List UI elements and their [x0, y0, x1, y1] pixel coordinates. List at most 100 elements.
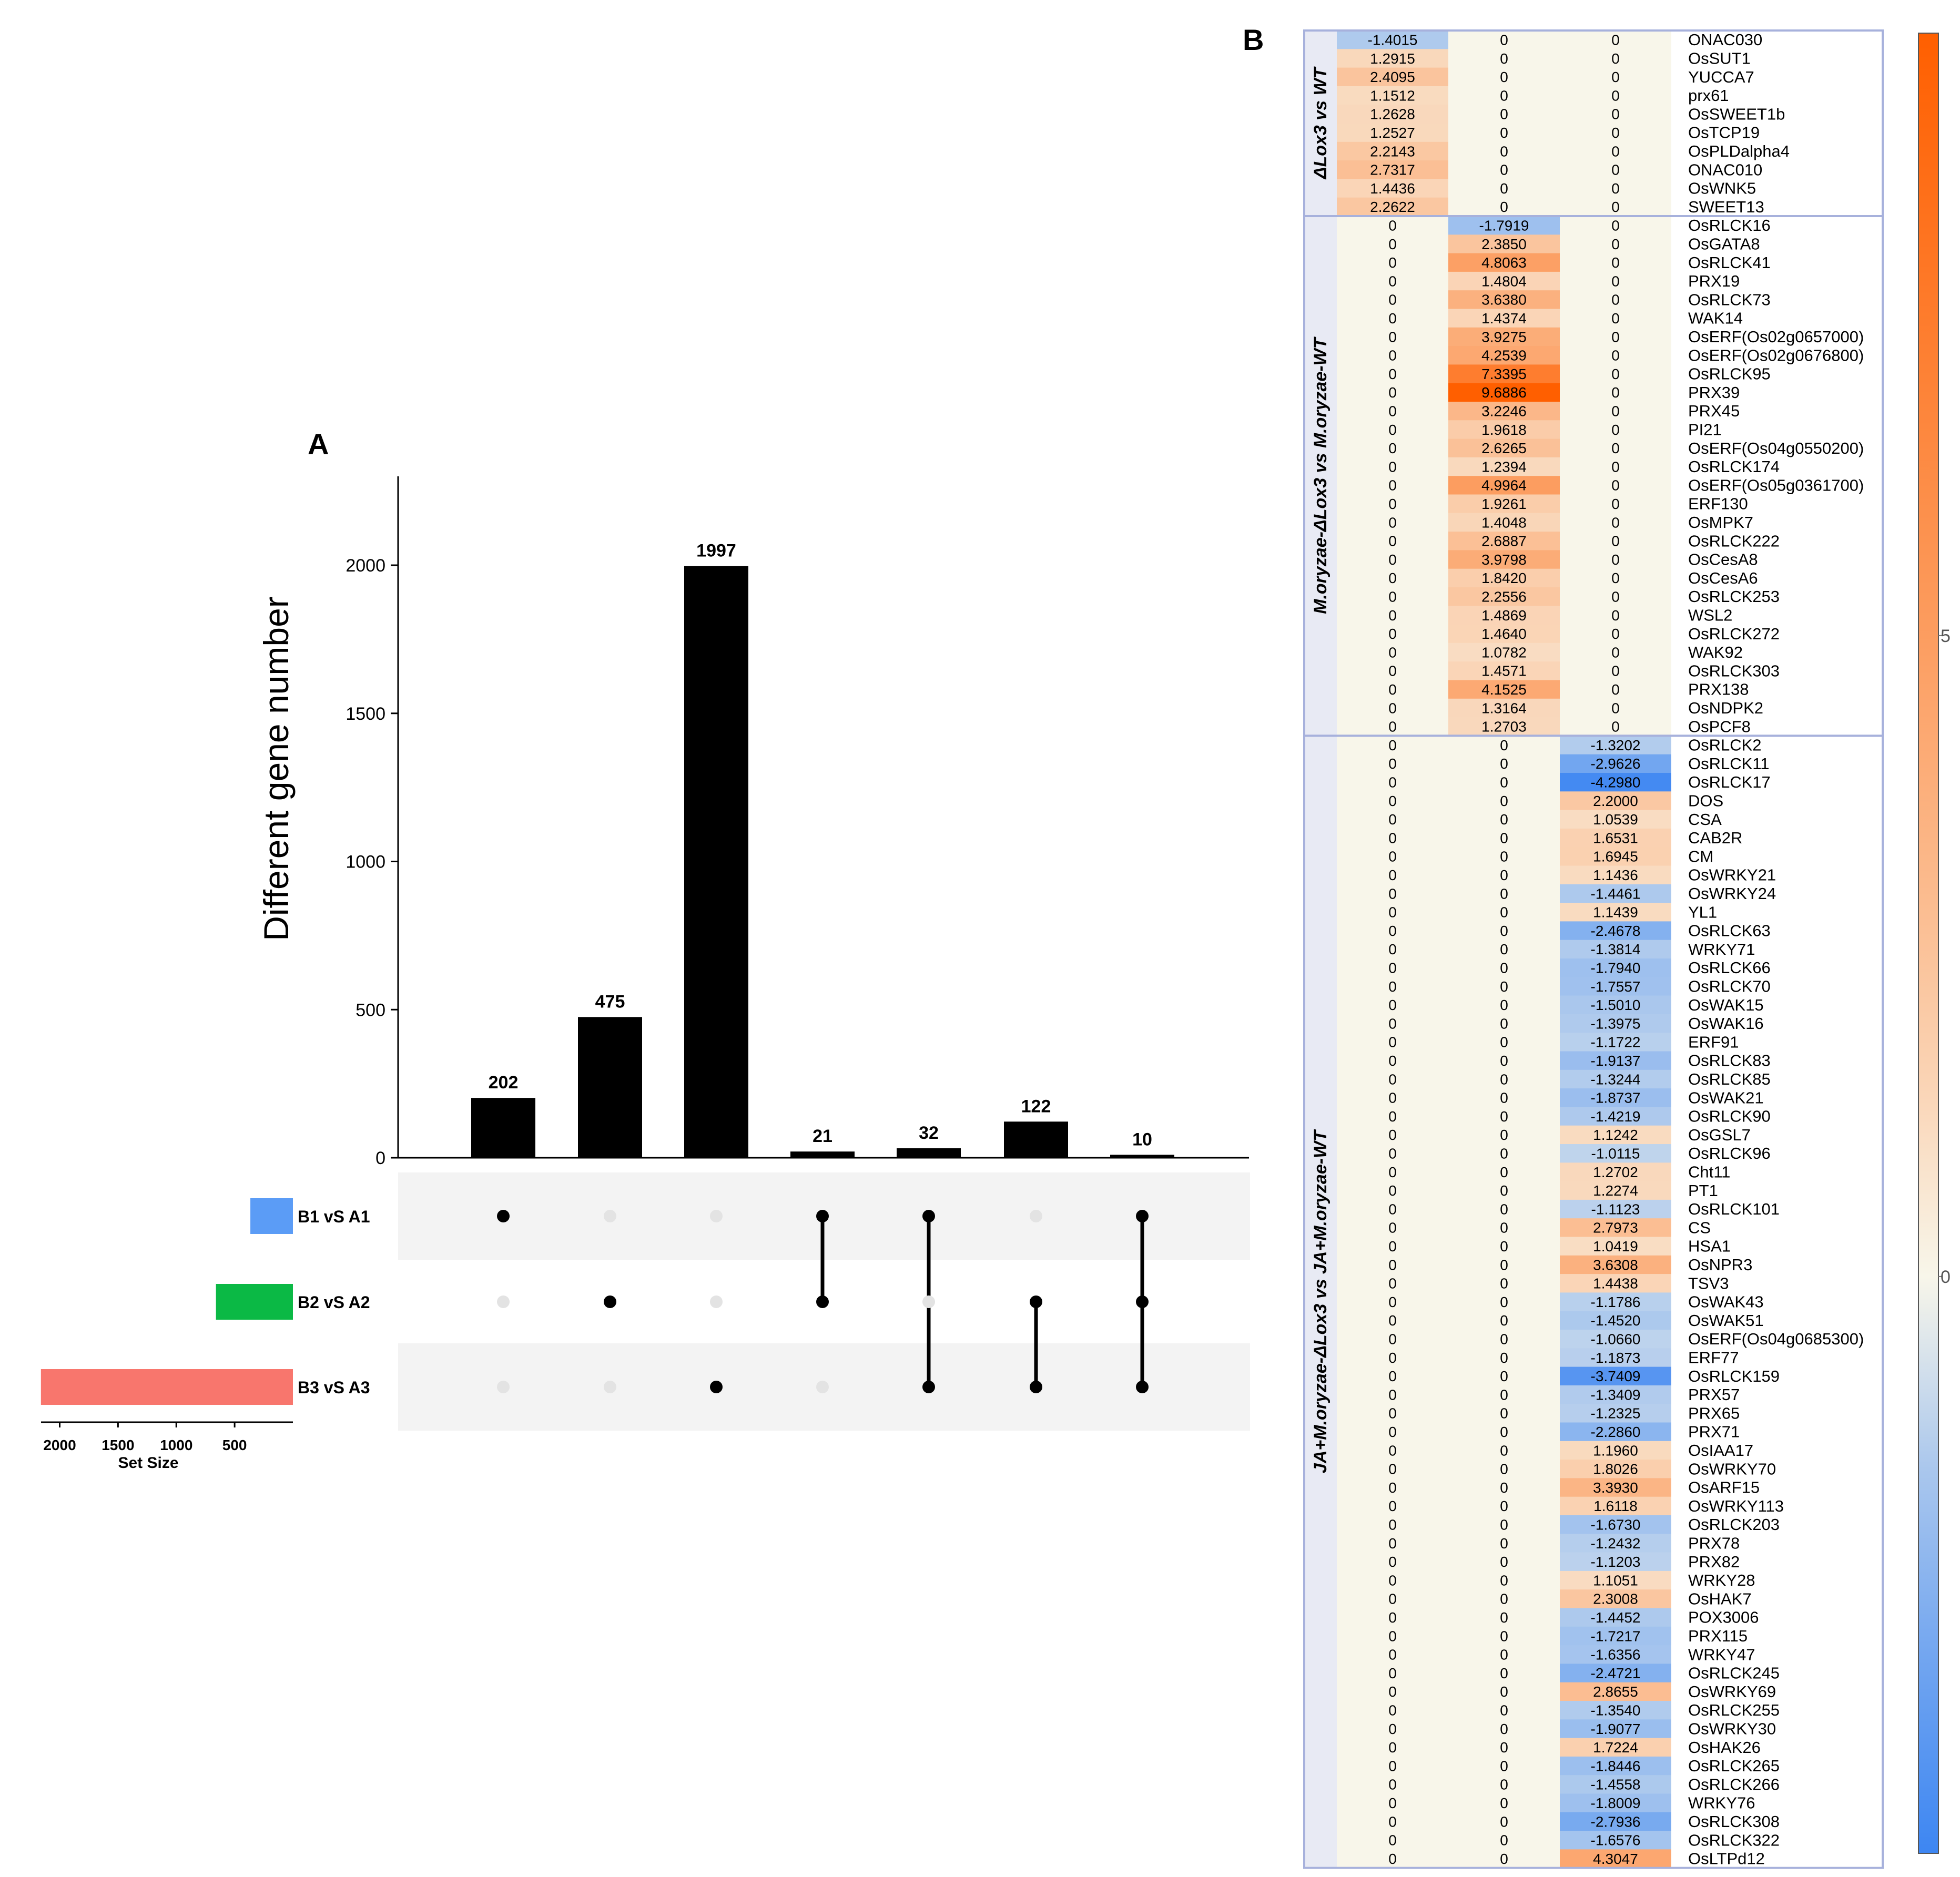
heatmap-cell-value: 1.8420 — [1481, 570, 1527, 586]
bar-data-label: 202 — [489, 1073, 519, 1093]
heatmap-cell-zero: 0 — [1611, 403, 1620, 420]
heatmap-cell-value: 3.9275 — [1481, 329, 1527, 345]
heatmap-cell-value: 2.3008 — [1593, 1591, 1638, 1607]
gene-label: OsWNK5 — [1688, 179, 1756, 198]
bar-data-label: 475 — [595, 992, 625, 1012]
heatmap-cell-zero: 0 — [1388, 1535, 1397, 1552]
heatmap-cell — [1337, 1570, 1448, 1590]
heatmap-cell — [1337, 234, 1448, 254]
heatmap-cell — [1337, 1496, 1448, 1516]
heatmap-cell — [1560, 1125, 1671, 1145]
heatmap-cell-zero: 0 — [1388, 1480, 1397, 1496]
heatmap-cell — [1448, 1608, 1560, 1627]
heatmap-cell — [1448, 1441, 1560, 1460]
heatmap-cell-zero: 0 — [1500, 923, 1508, 939]
heatmap-cell — [1448, 1107, 1560, 1126]
gene-label: OsRLCK70 — [1688, 977, 1771, 996]
heatmap-cell-zero: 0 — [1500, 1647, 1508, 1663]
gene-label: OsWRKY21 — [1688, 866, 1776, 884]
gene-label: OsRLCK66 — [1688, 958, 1771, 977]
heatmap-cell — [1448, 1570, 1560, 1590]
heatmap-cell — [1448, 1422, 1560, 1442]
gene-label: OsRLCK63 — [1688, 922, 1771, 940]
heatmap-cell — [1448, 810, 1560, 829]
heatmap-cell — [1337, 1088, 1448, 1107]
heatmap-cell-value: 1.6531 — [1593, 830, 1638, 846]
heatmap-cell — [1560, 642, 1671, 662]
heatmap-cell — [1448, 346, 1560, 365]
set-size-title: Set Size — [118, 1454, 178, 1472]
gene-label: PT1 — [1688, 1181, 1718, 1200]
heatmap-cell — [1560, 346, 1671, 365]
heatmap-cell — [1560, 1348, 1671, 1368]
group-title: ΔLox3 vs WT — [1311, 66, 1331, 180]
matrix-dot-active — [1030, 1295, 1042, 1308]
heatmap-cell-value: 3.2246 — [1481, 403, 1527, 420]
heatmap-cell — [1448, 141, 1560, 161]
heatmap-cell — [1337, 903, 1448, 922]
heatmap-cell-zero: 0 — [1611, 607, 1620, 624]
heatmap-cell — [1560, 977, 1671, 996]
heatmap-cell — [1560, 1812, 1671, 1831]
heatmap-cell-value: -1.4015 — [1368, 32, 1418, 48]
heatmap-cell-zero: 0 — [1500, 50, 1508, 67]
heatmap-cell-zero: 0 — [1388, 1053, 1397, 1069]
heatmap-cell — [1337, 1274, 1448, 1293]
heatmap-cell-zero: 0 — [1388, 1665, 1397, 1681]
heatmap-cell — [1560, 494, 1671, 514]
heatmap-cell-zero: 0 — [1388, 236, 1397, 252]
heatmap-cell-value: -1.8009 — [1591, 1795, 1641, 1811]
heatmap-cell — [1337, 1719, 1448, 1739]
heatmap-cell-zero: 0 — [1388, 830, 1397, 846]
panel-b: B -1.4015 0 0 ONAC030 1.2915 0 0 OsSUT1 2.4095 0 0 Y… — [1243, 23, 1951, 1869]
heatmap-cell — [1448, 1552, 1560, 1572]
heatmap-cell — [1448, 160, 1560, 179]
heatmap-cell — [1337, 383, 1448, 402]
heatmap-cell-value: 3.6308 — [1593, 1257, 1638, 1273]
heatmap-cell — [1560, 67, 1671, 87]
intersection-bar — [897, 1148, 961, 1158]
heatmap-cell — [1337, 1218, 1448, 1237]
heatmap-cell-value: 1.2702 — [1593, 1164, 1638, 1180]
heatmap-cell — [1448, 1088, 1560, 1107]
heatmap-cell-zero: 0 — [1500, 1758, 1508, 1774]
heatmap-cell — [1448, 1756, 1560, 1776]
heatmap-cell-zero: 0 — [1611, 514, 1620, 531]
heatmap-cell — [1337, 438, 1448, 458]
heatmap-cell — [1560, 197, 1671, 217]
heatmap-cell — [1560, 160, 1671, 179]
heatmap-cell-value: 1.8026 — [1593, 1461, 1638, 1477]
heatmap-cell-zero: 0 — [1500, 849, 1508, 865]
gene-label: OsRLCK308 — [1688, 1812, 1780, 1831]
heatmap-cell — [1560, 1181, 1671, 1200]
heatmap-cell-zero: 0 — [1388, 1201, 1397, 1217]
heatmap-cell-value: 1.1439 — [1593, 904, 1638, 921]
heatmap-cell-zero: 0 — [1388, 552, 1397, 568]
heatmap-cell-zero: 0 — [1388, 1554, 1397, 1570]
heatmap-cell-zero: 0 — [1611, 663, 1620, 679]
gene-label: OsRLCK41 — [1688, 253, 1771, 272]
heatmap-cell-zero: 0 — [1388, 218, 1397, 234]
heatmap-cell-zero: 0 — [1388, 1331, 1397, 1348]
intersection-bar — [578, 1017, 642, 1158]
matrix-dot-inactive — [497, 1295, 510, 1308]
heatmap-cell — [1337, 1701, 1448, 1720]
heatmap-cell — [1337, 1255, 1448, 1274]
heatmap-cell — [1337, 847, 1448, 866]
gene-label: OsRLCK253 — [1688, 587, 1780, 606]
heatmap-cell-zero: 0 — [1500, 125, 1508, 141]
heatmap-cell — [1448, 1366, 1560, 1386]
heatmap-cell — [1337, 30, 1448, 49]
intersection-bar — [1110, 1155, 1174, 1158]
heatmap-cell — [1560, 327, 1671, 346]
heatmap-cell-zero: 0 — [1500, 1609, 1508, 1626]
heatmap-cell-zero: 0 — [1388, 1034, 1397, 1050]
heatmap-cell-zero: 0 — [1611, 384, 1620, 401]
heatmap-cell-zero: 0 — [1500, 793, 1508, 809]
heatmap-cell — [1448, 309, 1560, 328]
matrix-dot-active — [604, 1295, 616, 1308]
intersection-bar — [471, 1098, 535, 1158]
matrix-dot-active — [710, 1381, 723, 1393]
heatmap-cell-zero: 0 — [1388, 923, 1397, 939]
heatmap-cell — [1560, 568, 1671, 588]
